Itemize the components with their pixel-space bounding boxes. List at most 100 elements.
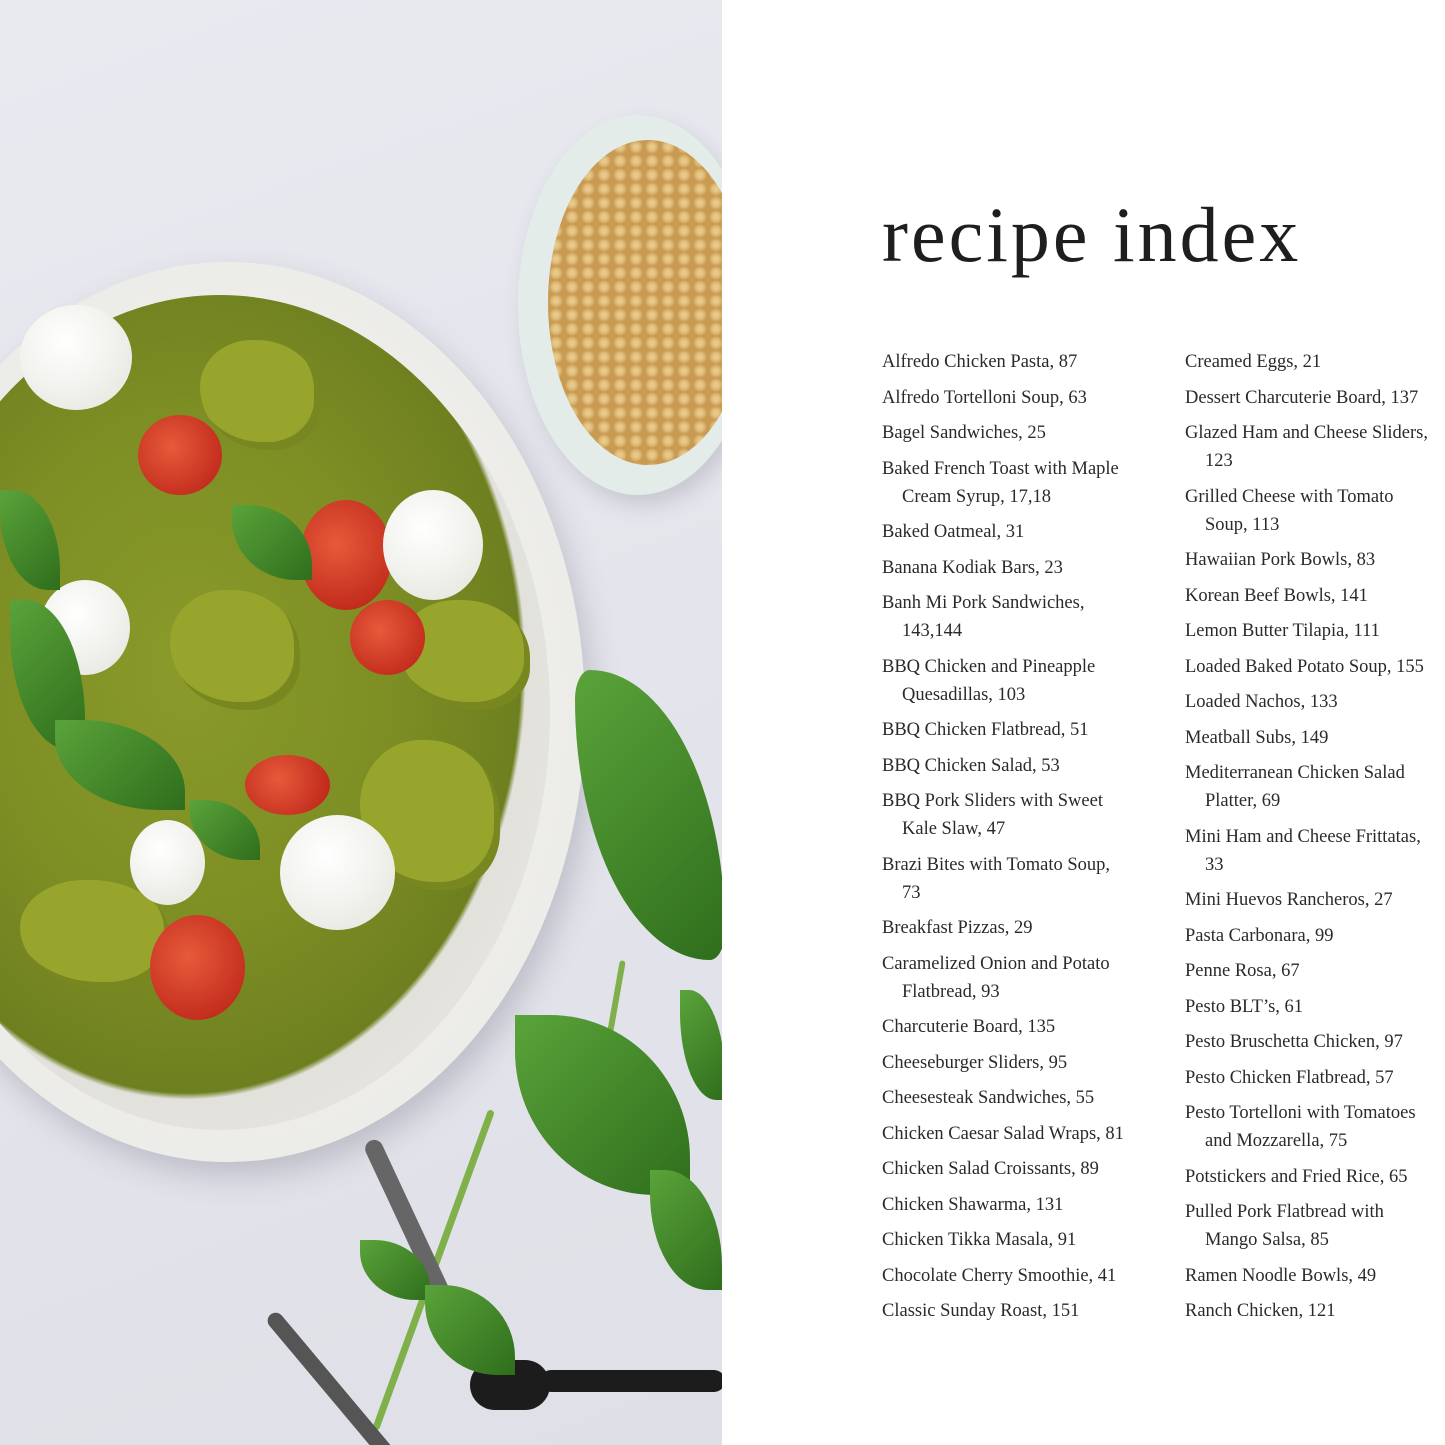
- index-entry: Pesto Chicken Flatbread, 57: [1185, 1064, 1445, 1092]
- index-entry: Glazed Ham and Cheese Sliders, 123: [1185, 419, 1445, 475]
- index-entry-text: Loaded Nachos, 133: [1185, 692, 1338, 712]
- index-entry: Pesto Tortelloni with Tomatoes and Mozzar…: [1185, 1099, 1445, 1155]
- index-entry: Baked Oatmeal, 31: [882, 518, 1182, 546]
- index-entry-continuation: Flatbread, 93: [902, 981, 1000, 1002]
- index-entry-text: Loaded Baked Potato Soup, 155: [1185, 656, 1424, 677]
- index-entry-text: Brazi Bites with Tomato Soup,: [882, 854, 1111, 875]
- scissor-handle: [540, 1370, 722, 1392]
- index-entry-text: Dessert Charcuterie Board, 137: [1185, 387, 1419, 408]
- index-entry: Baked French Toast with Maple Cream Syrup…: [882, 455, 1182, 511]
- index-entry-continuation: Mango Salsa, 85: [1205, 1230, 1329, 1250]
- pine-nuts: [548, 140, 722, 465]
- index-entry-text: Pasta Carbonara, 99: [1185, 925, 1334, 946]
- index-entry-text: Mediterranean Chicken Salad: [1185, 763, 1405, 783]
- index-column-2: Creamed Eggs, 21 Dessert Charcuterie Boar…: [1185, 348, 1445, 1333]
- tomato: [138, 415, 222, 495]
- index-entry-text: Pesto BLT’s, 61: [1185, 996, 1304, 1017]
- index-entry: Chicken Tikka Masala, 91: [882, 1226, 1182, 1254]
- mozzarella: [383, 490, 483, 600]
- index-entry-text: Pesto Tortelloni with Tomatoes: [1185, 1103, 1416, 1123]
- index-entry-text: Chicken Tikka Masala, 91: [882, 1230, 1077, 1250]
- basil-leaf: [650, 1170, 722, 1290]
- index-entry: Chicken Caesar Salad Wraps, 81: [882, 1120, 1182, 1148]
- index-entry: Cheeseburger Sliders, 95: [882, 1049, 1182, 1077]
- index-entry-continuation: 123: [1205, 451, 1233, 471]
- index-entry-text: Banana Kodiak Bars, 23: [882, 557, 1063, 578]
- mozzarella: [280, 815, 395, 930]
- index-entry: Pasta Carbonara, 99: [1185, 922, 1445, 950]
- index-entry-text: Pesto Bruschetta Chicken, 97: [1185, 1032, 1403, 1052]
- index-entry: Mini Huevos Rancheros, 27: [1185, 886, 1445, 914]
- index-entry: Alfredo Tortelloni Soup, 63: [882, 384, 1182, 412]
- index-entry-text: Cheeseburger Sliders, 95: [882, 1052, 1068, 1073]
- index-page: [722, 0, 1445, 1445]
- index-entry-text: BBQ Chicken Flatbread, 51: [882, 720, 1089, 740]
- tomato: [300, 500, 392, 610]
- index-entry-continuation: Platter, 69: [1205, 791, 1281, 811]
- index-entry-text: Lemon Butter Tilapia, 111: [1185, 621, 1380, 641]
- index-entry-text: Pesto Chicken Flatbread, 57: [1185, 1067, 1394, 1088]
- index-entry: Alfredo Chicken Pasta, 87: [882, 348, 1182, 376]
- index-entry-text: Caramelized Onion and Potato: [882, 953, 1110, 974]
- index-entry-text: Alfredo Chicken Pasta, 87: [882, 352, 1078, 372]
- index-entry-text: Bagel Sandwiches, 25: [882, 423, 1046, 443]
- index-entry: Mediterranean Chicken Salad Platter, 69: [1185, 759, 1445, 815]
- index-entry: Banana Kodiak Bars, 23: [882, 554, 1182, 582]
- index-entry-text: Mini Ham and Cheese Frittatas,: [1185, 826, 1421, 847]
- index-entry: Mini Ham and Cheese Frittatas, 33: [1185, 823, 1445, 879]
- index-entry-text: Banh Mi Pork Sandwiches,: [882, 593, 1085, 613]
- index-entry-continuation: Soup, 113: [1205, 514, 1280, 535]
- index-entry: Cheesesteak Sandwiches, 55: [882, 1084, 1182, 1112]
- index-entry: BBQ Chicken Salad, 53: [882, 752, 1182, 780]
- index-entry-text: Korean Beef Bowls, 141: [1185, 585, 1368, 606]
- index-entry: Loaded Nachos, 133: [1185, 688, 1445, 716]
- index-entry: Hawaiian Pork Bowls, 83: [1185, 546, 1445, 574]
- tomato: [245, 755, 330, 815]
- index-entry-text: Baked French Toast with Maple: [882, 458, 1119, 479]
- index-entry: BBQ Pork Sliders with Sweet Kale Slaw, 47: [882, 787, 1182, 843]
- index-entry-text: Chicken Shawarma, 131: [882, 1194, 1064, 1215]
- tortelloni: [20, 880, 170, 990]
- index-entry-text: Potstickers and Fried Rice, 65: [1185, 1166, 1408, 1187]
- page-title: recipe index: [882, 191, 1302, 278]
- index-entry: Pesto BLT’s, 61: [1185, 993, 1445, 1021]
- index-entry: Brazi Bites with Tomato Soup, 73: [882, 851, 1182, 907]
- index-entry: Banh Mi Pork Sandwiches, 143,144: [882, 589, 1182, 645]
- index-entry: Chicken Salad Croissants, 89: [882, 1155, 1182, 1183]
- mozzarella: [130, 820, 205, 905]
- index-entry: Grilled Cheese with Tomato Soup, 113: [1185, 483, 1445, 539]
- index-entry-text: BBQ Chicken and Pineapple: [882, 656, 1096, 677]
- index-entry-text: BBQ Pork Sliders with Sweet: [882, 791, 1103, 811]
- index-entry-continuation: 73: [902, 882, 921, 903]
- index-entry: Charcuterie Board, 135: [882, 1013, 1182, 1041]
- tomato: [150, 915, 245, 1020]
- index-entry-text: Glazed Ham and Cheese Sliders,: [1185, 423, 1428, 443]
- basil-leaf: [425, 1285, 515, 1375]
- index-entry: Meatball Subs, 149: [1185, 724, 1445, 752]
- index-entry-text: Baked Oatmeal, 31: [882, 522, 1025, 542]
- index-entry: Chocolate Cherry Smoothie, 41: [882, 1262, 1182, 1290]
- index-entry-continuation: 33: [1205, 854, 1224, 875]
- index-entry-text: Classic Sunday Roast, 151: [882, 1301, 1080, 1321]
- index-entry-text: Mini Huevos Rancheros, 27: [1185, 890, 1393, 910]
- index-entry: Caramelized Onion and Potato Flatbread, 9…: [882, 950, 1182, 1006]
- index-entry: BBQ Chicken and Pineapple Quesadillas, 10…: [882, 653, 1182, 709]
- index-entry: Pulled Pork Flatbread with Mango Salsa, 8…: [1185, 1198, 1445, 1254]
- tortelloni: [200, 340, 320, 450]
- index-entry: Breakfast Pizzas, 29: [882, 914, 1182, 942]
- mozzarella: [20, 305, 132, 410]
- index-entry-continuation: Kale Slaw, 47: [902, 819, 1006, 839]
- index-entry-text: BBQ Chicken Salad, 53: [882, 755, 1060, 776]
- index-entry-text: Alfredo Tortelloni Soup, 63: [882, 387, 1087, 408]
- basil-leaf: [680, 990, 722, 1100]
- tortelloni: [400, 600, 530, 710]
- index-entry: Korean Beef Bowls, 141: [1185, 582, 1445, 610]
- index-entry: Dessert Charcuterie Board, 137: [1185, 384, 1445, 412]
- index-entry: Loaded Baked Potato Soup, 155: [1185, 653, 1445, 681]
- index-entry-text: Grilled Cheese with Tomato: [1185, 486, 1394, 507]
- index-entry: Potstickers and Fried Rice, 65: [1185, 1163, 1445, 1191]
- basil-leaf: [515, 1015, 690, 1195]
- index-entry: Bagel Sandwiches, 25: [882, 419, 1182, 447]
- index-entry: Classic Sunday Roast, 151: [882, 1297, 1182, 1325]
- index-entry-text: Ranch Chicken, 121: [1185, 1301, 1336, 1321]
